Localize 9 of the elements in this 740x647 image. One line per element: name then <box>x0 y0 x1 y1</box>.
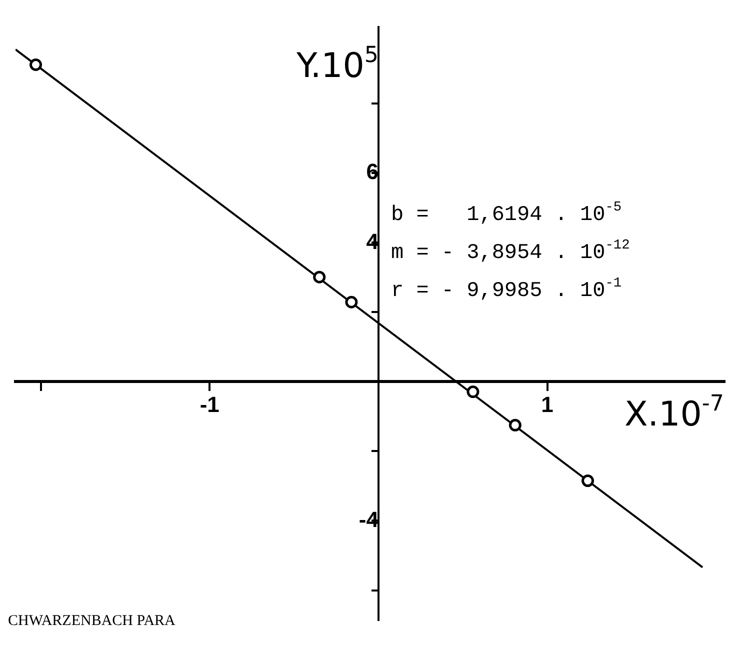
point <box>30 58 42 71</box>
annotation: CHWARZENBACH PARA <box>8 613 176 629</box>
point <box>313 270 326 284</box>
point <box>582 474 594 488</box>
point <box>345 296 358 308</box>
point <box>508 418 522 432</box>
x-tick-label: 1 <box>541 392 554 417</box>
point <box>466 386 480 398</box>
x-tick-label: -1 <box>200 392 220 417</box>
